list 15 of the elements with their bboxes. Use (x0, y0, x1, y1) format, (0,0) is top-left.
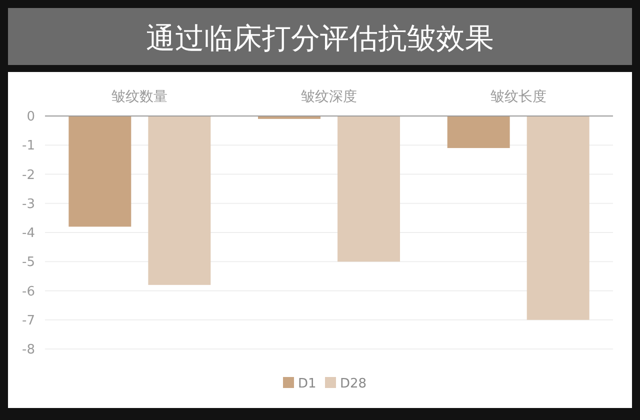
x-tick-label: 皱纹深度 (301, 89, 357, 105)
y-tick-label: -6 (22, 284, 35, 300)
y-tick-label: -8 (22, 342, 35, 358)
y-tick-label: -4 (22, 226, 35, 242)
y-tick-label: -7 (22, 313, 35, 328)
legend-label: D28 (340, 376, 367, 392)
x-tick-label: 皱纹长度 (490, 89, 546, 105)
chart-title: 通过临床打分评估抗皱效果 (146, 21, 494, 55)
y-tick-label: -2 (22, 168, 35, 183)
y-tick-label: -5 (22, 255, 35, 270)
y-tick-label: -1 (22, 138, 35, 154)
x-tick-label: 皱纹数量 (112, 89, 168, 105)
y-tick-label: -3 (22, 196, 35, 212)
legend-label: D1 (298, 376, 316, 392)
y-tick-label: 0 (26, 110, 35, 125)
